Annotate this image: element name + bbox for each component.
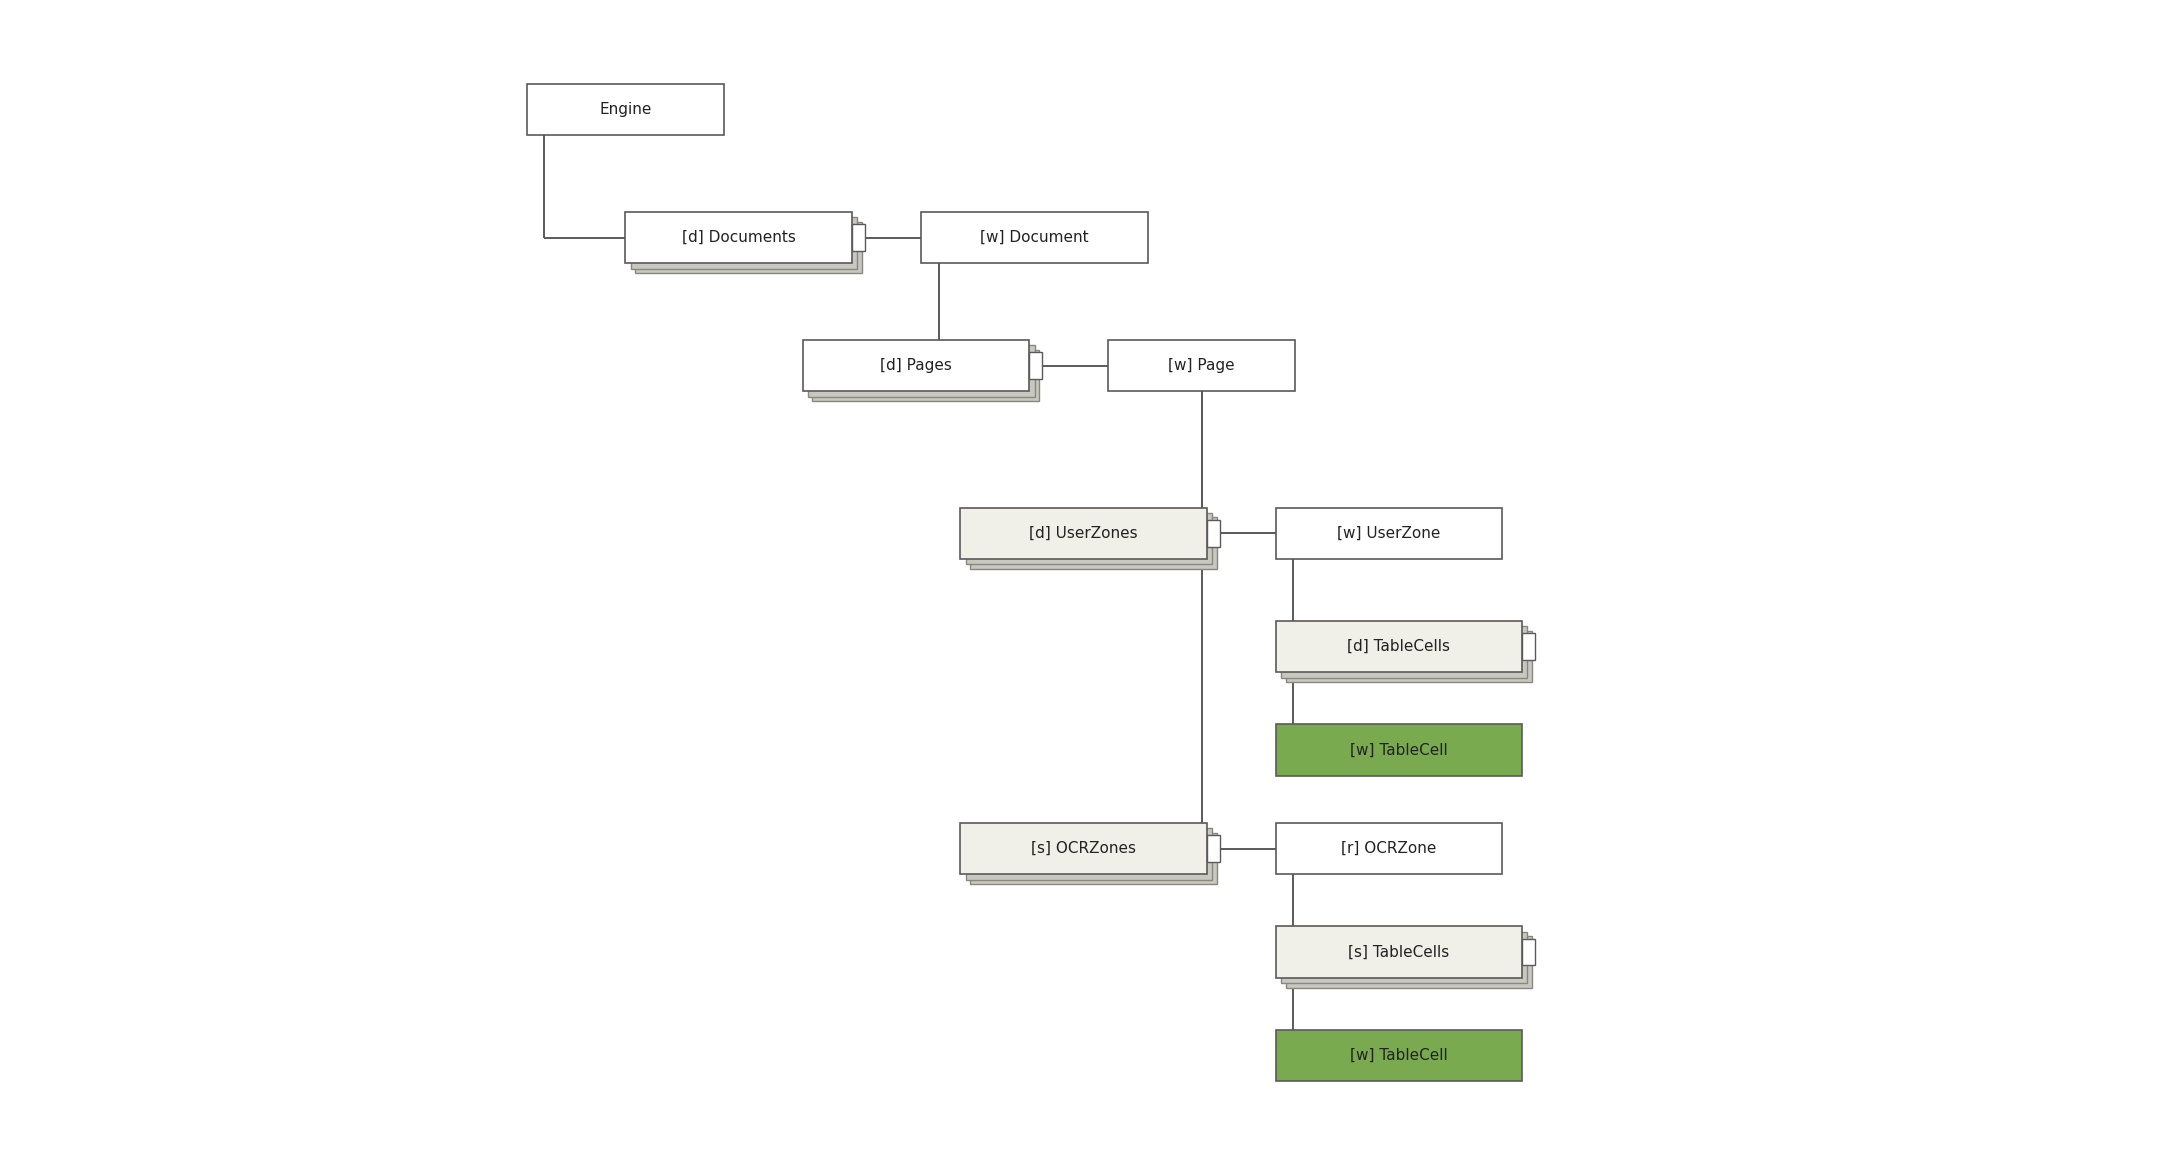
FancyBboxPatch shape [971, 833, 1216, 885]
FancyBboxPatch shape [1285, 936, 1532, 987]
Text: [d] Documents: [d] Documents [683, 230, 795, 245]
FancyBboxPatch shape [1521, 938, 1534, 965]
Text: [d] Pages: [d] Pages [880, 358, 951, 373]
FancyBboxPatch shape [527, 84, 724, 135]
FancyBboxPatch shape [626, 212, 852, 264]
FancyBboxPatch shape [1285, 631, 1532, 682]
FancyBboxPatch shape [852, 224, 865, 251]
FancyBboxPatch shape [921, 212, 1149, 264]
Text: Engine: Engine [598, 102, 652, 117]
FancyBboxPatch shape [1276, 1030, 1521, 1081]
Text: [w] TableCell: [w] TableCell [1350, 1048, 1448, 1063]
Text: [r] OCRZone: [r] OCRZone [1341, 841, 1437, 857]
FancyBboxPatch shape [966, 829, 1211, 880]
FancyBboxPatch shape [1107, 340, 1296, 391]
Text: [w] Page: [w] Page [1168, 358, 1235, 373]
Text: [d] TableCells: [d] TableCells [1348, 640, 1450, 654]
FancyBboxPatch shape [1276, 927, 1521, 978]
FancyBboxPatch shape [1207, 520, 1220, 546]
FancyBboxPatch shape [960, 823, 1207, 874]
FancyBboxPatch shape [1281, 627, 1528, 678]
Text: [w] Document: [w] Document [979, 230, 1088, 245]
Text: [s] TableCells: [s] TableCells [1348, 944, 1450, 959]
FancyBboxPatch shape [635, 222, 862, 273]
FancyBboxPatch shape [1029, 352, 1042, 379]
FancyBboxPatch shape [813, 350, 1040, 401]
FancyBboxPatch shape [1521, 634, 1534, 659]
FancyBboxPatch shape [960, 508, 1207, 559]
FancyBboxPatch shape [1276, 725, 1521, 776]
FancyBboxPatch shape [1276, 508, 1502, 559]
FancyBboxPatch shape [808, 345, 1034, 397]
FancyBboxPatch shape [1276, 823, 1502, 874]
FancyBboxPatch shape [1281, 932, 1528, 983]
Text: [d] UserZones: [d] UserZones [1029, 526, 1138, 540]
FancyBboxPatch shape [966, 513, 1211, 565]
Text: [s] OCRZones: [s] OCRZones [1031, 841, 1136, 857]
Text: [w] UserZone: [w] UserZone [1337, 526, 1441, 540]
FancyBboxPatch shape [631, 217, 858, 268]
FancyBboxPatch shape [1276, 621, 1521, 672]
FancyBboxPatch shape [971, 517, 1216, 568]
FancyBboxPatch shape [802, 340, 1029, 391]
FancyBboxPatch shape [1207, 836, 1220, 862]
Text: [w] TableCell: [w] TableCell [1350, 742, 1448, 757]
